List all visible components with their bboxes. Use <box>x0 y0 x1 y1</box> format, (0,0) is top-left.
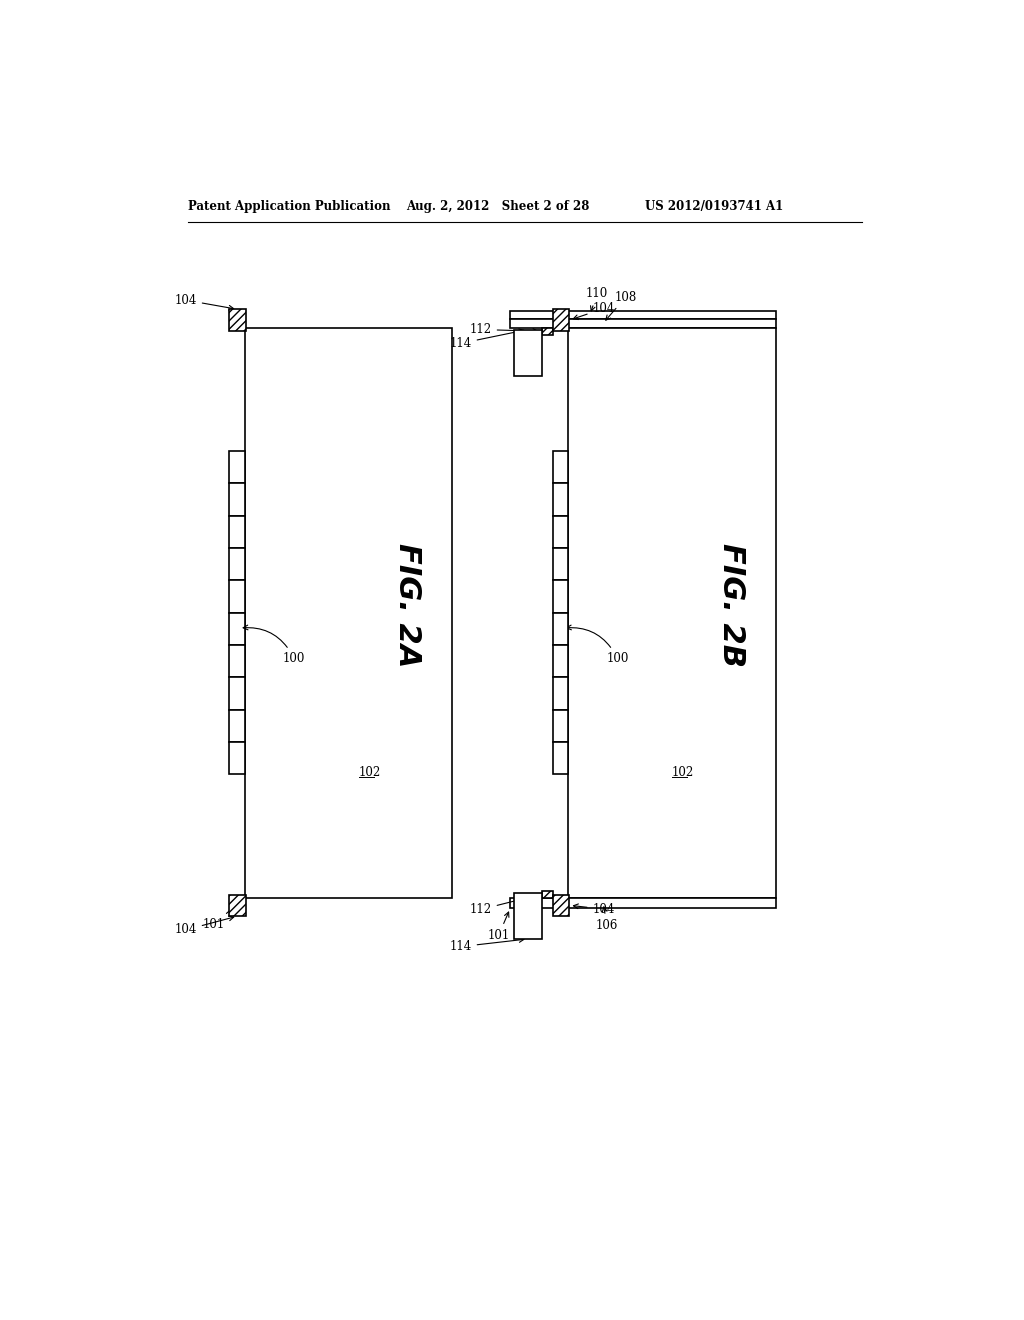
Bar <box>553 548 568 581</box>
Bar <box>229 451 245 483</box>
Bar <box>229 483 245 516</box>
Bar <box>229 742 245 775</box>
Bar <box>542 327 553 335</box>
Text: US 2012/0193741 A1: US 2012/0193741 A1 <box>645 199 783 213</box>
Bar <box>229 516 245 548</box>
Text: 104: 104 <box>573 903 615 916</box>
Text: 110: 110 <box>586 288 608 312</box>
Bar <box>229 710 245 742</box>
Text: Patent Application Publication: Patent Application Publication <box>188 199 391 213</box>
Text: FIG. 2B: FIG. 2B <box>717 543 745 667</box>
Text: 112: 112 <box>470 894 538 916</box>
Text: 101: 101 <box>203 900 242 931</box>
Text: 100: 100 <box>566 626 629 665</box>
Bar <box>510 318 776 327</box>
Bar <box>553 895 569 916</box>
Text: 104: 104 <box>573 302 615 319</box>
Text: 102: 102 <box>358 766 381 779</box>
Text: 101: 101 <box>487 912 510 942</box>
Text: FIG. 2A: FIG. 2A <box>393 543 422 667</box>
Text: Aug. 2, 2012   Sheet 2 of 28: Aug. 2, 2012 Sheet 2 of 28 <box>407 199 590 213</box>
Bar <box>229 309 246 331</box>
Bar <box>568 327 776 898</box>
Text: 114: 114 <box>450 937 524 953</box>
Bar <box>229 895 246 916</box>
Bar <box>229 581 245 612</box>
Bar <box>553 309 569 331</box>
Text: 102: 102 <box>672 766 694 779</box>
Text: 108: 108 <box>606 290 637 321</box>
Text: 114: 114 <box>450 329 524 350</box>
Bar <box>553 483 568 516</box>
Text: 104: 104 <box>174 916 233 936</box>
Bar <box>553 742 568 775</box>
Bar <box>229 645 245 677</box>
Text: 112: 112 <box>470 323 538 337</box>
Text: 104: 104 <box>174 293 233 310</box>
Bar <box>553 451 568 483</box>
Bar <box>229 677 245 710</box>
Bar <box>245 327 453 898</box>
Bar <box>229 612 245 645</box>
Bar <box>514 892 542 939</box>
Bar <box>553 516 568 548</box>
Text: 106: 106 <box>596 907 618 932</box>
Bar <box>553 645 568 677</box>
Bar <box>510 312 776 318</box>
Text: 100: 100 <box>243 626 305 665</box>
Bar <box>542 891 553 898</box>
Bar <box>514 330 542 376</box>
Bar <box>553 612 568 645</box>
Bar <box>553 677 568 710</box>
Bar <box>553 581 568 612</box>
Bar <box>553 710 568 742</box>
Bar <box>229 548 245 581</box>
Bar <box>510 898 776 908</box>
